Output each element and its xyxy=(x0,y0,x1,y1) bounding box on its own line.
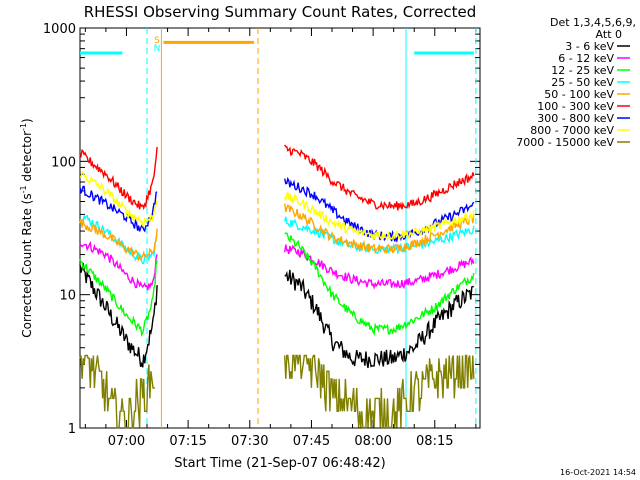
y-tick-label: 10 xyxy=(59,289,76,304)
legend-header-line2: Att 0 xyxy=(596,28,622,41)
series-trace xyxy=(284,269,475,369)
plot-frame xyxy=(79,27,481,429)
event-markers xyxy=(146,28,477,428)
legend-entry-label: 50 - 100 keV xyxy=(544,88,614,101)
legend-header-line1: Det 1,3,4,5,6,9, xyxy=(550,16,636,29)
x-tick-label: 08:15 xyxy=(416,434,453,449)
axis-ticks: 07:00 07:15 07:30 07:45 08:00 08:15 1 10 100 1000 xyxy=(43,22,480,449)
series-trace xyxy=(79,240,158,291)
flag-bars xyxy=(80,40,474,55)
x-tick-label: 07:45 xyxy=(293,434,330,449)
chart-title: RHESSI Observing Summary Count Rates, Co… xyxy=(84,3,477,21)
series-trace xyxy=(284,190,475,241)
series-trace xyxy=(284,244,475,290)
legend-entry-label: 7000 - 15000 keV xyxy=(516,136,614,149)
render-timestamp: 16-Oct-2021 14:54 xyxy=(560,468,636,477)
series-trace xyxy=(79,262,158,368)
y-tick-label: 1000 xyxy=(43,22,76,37)
y-tick-label: 1 xyxy=(68,422,76,437)
legend-entry-label: 800 - 7000 keV xyxy=(530,124,614,137)
series-trace xyxy=(79,146,158,211)
flag-label-n: N xyxy=(154,44,161,54)
x-tick-label: 07:15 xyxy=(169,434,206,449)
series-trace xyxy=(79,185,158,233)
legend-entry-label: 25 - 50 keV xyxy=(551,76,614,89)
series-trace xyxy=(79,171,158,227)
series-trace xyxy=(79,259,158,337)
series-trace xyxy=(284,144,475,211)
legend-entry-label: 12 - 25 keV xyxy=(551,64,614,77)
x-tick-label: 07:00 xyxy=(108,434,145,449)
series-trace xyxy=(79,219,158,262)
x-tick-label: 08:00 xyxy=(354,434,391,449)
series-trace xyxy=(284,354,475,429)
legend-entry-label: 300 - 800 keV xyxy=(537,112,614,125)
y-axis-label: Corrected Count Rate (s-1 detector-1) xyxy=(19,118,34,337)
series-trace xyxy=(79,354,155,429)
legend-entry-label: 6 - 12 keV xyxy=(558,52,614,65)
x-tick-label: 07:30 xyxy=(231,434,268,449)
series-trace xyxy=(284,232,475,336)
series-trace xyxy=(284,216,475,255)
series-trace xyxy=(284,203,475,255)
legend-entry-label: 100 - 300 keV xyxy=(537,100,614,113)
x-axis-label: Start Time (21-Sep-07 06:48:42) xyxy=(174,456,385,471)
y-tick-label: 100 xyxy=(51,155,76,170)
flag-label-s: S xyxy=(154,36,160,46)
series-group xyxy=(79,144,475,429)
legend-entry-label: 3 - 6 keV xyxy=(565,40,614,53)
series-trace xyxy=(79,214,158,265)
